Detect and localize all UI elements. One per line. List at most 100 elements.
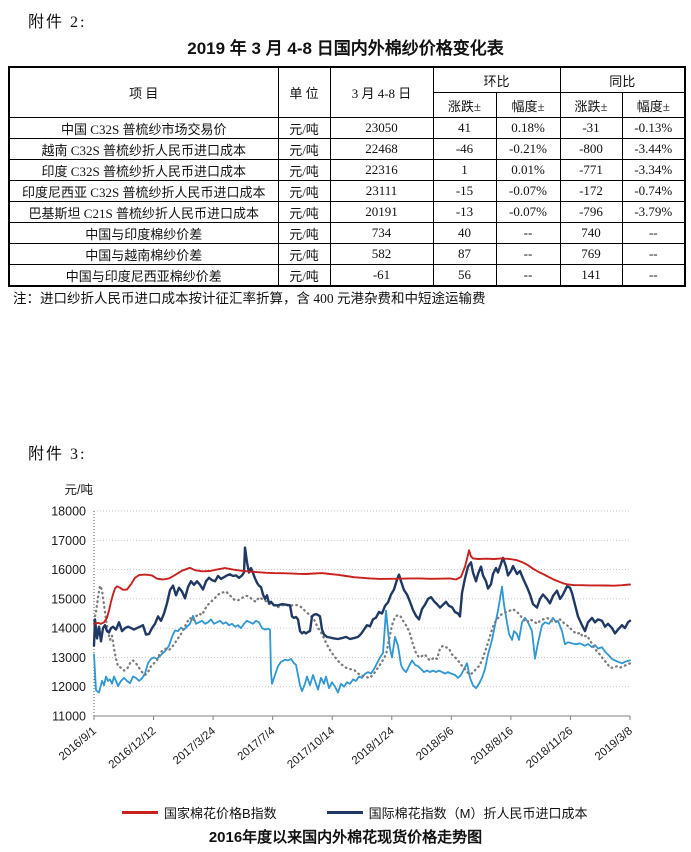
x-tick-label: 2018/5/6 <box>414 725 456 763</box>
row-item-cell: 越南 C32S 普梳纱折人民币进口成本 <box>8 138 279 160</box>
x-tick-label: 2019/3/8 <box>593 725 635 763</box>
attachment3-label: 附件 3: <box>28 446 87 463</box>
row-value-cell: 元/吨 <box>277 264 331 287</box>
legend-line-swatch <box>122 811 158 814</box>
row-value-cell: -796 <box>559 201 623 223</box>
header-mom-rate: 幅度± <box>495 92 561 118</box>
row-value-cell: 56 <box>432 264 497 287</box>
table-title: 2019 年 3 月 4-8 日国内外棉纱价格变化表 <box>187 39 504 58</box>
row-value-cell: -0.13% <box>621 117 686 139</box>
header-yoy-change: 涨跌± <box>559 92 623 118</box>
row-item-cell: 印度 C32S 普梳纱折人民币进口成本 <box>8 159 279 181</box>
price-trend-chart-canvas: 18000 17000 16000 15000 14000 13000 12000 11000… <box>51 483 635 771</box>
row-value-cell: -0.07% <box>495 180 561 202</box>
y-tick-label: 13000 <box>51 651 86 665</box>
row-value-cell: -31 <box>559 117 623 139</box>
row-value-cell: 734 <box>329 222 434 244</box>
header-mom: 环比 <box>432 66 561 93</box>
row-item-cell: 巴基斯坦 C21S 普梳纱折人民币进口成本 <box>8 201 279 223</box>
row-value-cell: 元/吨 <box>277 180 331 202</box>
table-row: 中国与印度棉纱价差 元/吨 734 40 -- 740 -- <box>8 222 686 244</box>
row-item-cell: 印度尼西亚 C32S 普梳纱折人民币进口成本 <box>8 180 279 202</box>
header-item: 项 目 <box>8 66 279 118</box>
series-labeled <box>92 546 632 647</box>
row-value-cell: 20191 <box>329 201 434 223</box>
row-value-cell: 23050 <box>329 117 434 139</box>
header-unit: 单 位 <box>277 66 331 118</box>
row-value-cell: 23111 <box>329 180 434 202</box>
row-value-cell: -0.21% <box>495 138 561 160</box>
row-value-cell: 740 <box>559 222 623 244</box>
price-table-body: 中国 C32S 普梳纱市场交易价 元/吨 23050 41 0.18% -31 -0.13%… <box>8 117 686 287</box>
row-value-cell: 元/吨 <box>277 138 331 160</box>
row-value-cell: 元/吨 <box>277 201 331 223</box>
row-value-cell: -771 <box>559 159 623 181</box>
row-value-cell: -- <box>495 264 561 287</box>
legend-item: 国际棉花指数（M）折人民币进口成本 <box>326 803 588 822</box>
price-trend-chart: 18000 17000 16000 15000 14000 13000 12000 11000… <box>0 470 691 790</box>
y-tick-label: 16000 <box>51 563 86 577</box>
header-period: 3 月 4-8 日 <box>329 66 434 118</box>
row-value-cell: -- <box>621 222 686 244</box>
series-unlabeled-gray-dotted <box>92 584 632 680</box>
x-tick-label: 2017/7/4 <box>236 725 278 763</box>
row-value-cell: 1 <box>432 159 497 181</box>
series-labeled <box>93 549 631 625</box>
table-row: 中国与印度尼西亚棉纱价差 元/吨 -61 56 -- 141 -- <box>8 264 686 287</box>
row-value-cell: -- <box>621 243 686 265</box>
table-footnote: 注：进口纱折人民币进口成本按计征汇率折算，含 400 元港杂费和中短途运输费 <box>13 291 486 306</box>
y-tick-label: 15000 <box>51 592 86 606</box>
x-tick-label: 2018/11/26 <box>524 725 575 771</box>
header-yoy-rate: 幅度± <box>621 92 686 118</box>
row-value-cell: -0.07% <box>495 201 561 223</box>
row-item-cell: 中国与越南棉纱价差 <box>8 243 279 265</box>
x-tick-label: 2016/12/12 <box>107 725 159 771</box>
chart-title: 2016年度以来国内外棉花现货价格走势图 <box>208 829 483 846</box>
row-value-cell: -46 <box>432 138 497 160</box>
price-table-header: 项 目 单 位 3 月 4-8 日 环比 同比 涨跌± 幅度± 涨跌± 幅度± <box>8 66 686 118</box>
row-value-cell: 582 <box>329 243 434 265</box>
row-value-cell: -13 <box>432 201 497 223</box>
table-row: 中国与越南棉纱价差 元/吨 582 87 -- 769 -- <box>8 243 686 265</box>
row-value-cell: 41 <box>432 117 497 139</box>
row-value-cell: 40 <box>432 222 497 244</box>
legend-label: 国家棉花价格B指数 <box>164 806 277 821</box>
row-value-cell: -15 <box>432 180 497 202</box>
row-value-cell: 元/吨 <box>277 243 331 265</box>
price-change-table: 项 目 单 位 3 月 4-8 日 环比 同比 涨跌± 幅度± 涨跌± 幅度± … <box>8 66 687 287</box>
header-mom-change: 涨跌± <box>432 92 497 118</box>
row-item-cell: 中国与印度尼西亚棉纱价差 <box>8 264 279 287</box>
table-row: 印度尼西亚 C32S 普梳纱折人民币进口成本 元/吨 23111 -15 -0.07% -… <box>8 180 686 202</box>
row-value-cell: 22468 <box>329 138 434 160</box>
x-tick-label: 2018/1/24 <box>350 725 397 767</box>
row-value-cell: -3.44% <box>621 138 686 160</box>
row-value-cell: -172 <box>559 180 623 202</box>
row-value-cell: -- <box>495 243 561 265</box>
row-value-cell: 769 <box>559 243 623 265</box>
x-tick-label: 2016/9/1 <box>57 725 99 763</box>
row-value-cell: -61 <box>329 264 434 287</box>
row-value-cell: 0.01% <box>495 159 561 181</box>
row-value-cell: 元/吨 <box>277 222 331 244</box>
y-tick-label: 12000 <box>51 680 86 694</box>
row-value-cell: 87 <box>432 243 497 265</box>
row-value-cell: 元/吨 <box>277 159 331 181</box>
table-row: 中国 C32S 普梳纱市场交易价 元/吨 23050 41 0.18% -31 -0.13% <box>8 117 686 139</box>
legend-label: 国际棉花指数（M）折人民币进口成本 <box>368 806 588 821</box>
row-value-cell: 22316 <box>329 159 434 181</box>
legend-line-swatch <box>326 811 363 814</box>
row-value-cell: -- <box>621 264 686 287</box>
row-value-cell: -800 <box>559 138 623 160</box>
y-tick-label: 11000 <box>52 710 86 724</box>
row-item-cell: 中国与印度棉纱价差 <box>8 222 279 244</box>
table-row: 巴基斯坦 C21S 普梳纱折人民币进口成本 元/吨 20191 -13 -0.07% -7… <box>8 201 686 223</box>
legend-item: 国家棉花价格B指数 <box>122 803 277 822</box>
row-value-cell: -3.79% <box>621 201 686 223</box>
row-value-cell: 元/吨 <box>277 117 331 139</box>
row-value-cell: 0.18% <box>495 117 561 139</box>
attachment2-label: 附件 2: <box>28 14 87 31</box>
y-tick-label: 17000 <box>51 534 86 548</box>
series-unlabeled-light-blue <box>93 585 631 694</box>
x-tick-label: 2017/3/24 <box>171 725 218 767</box>
row-value-cell: -3.34% <box>621 159 686 181</box>
